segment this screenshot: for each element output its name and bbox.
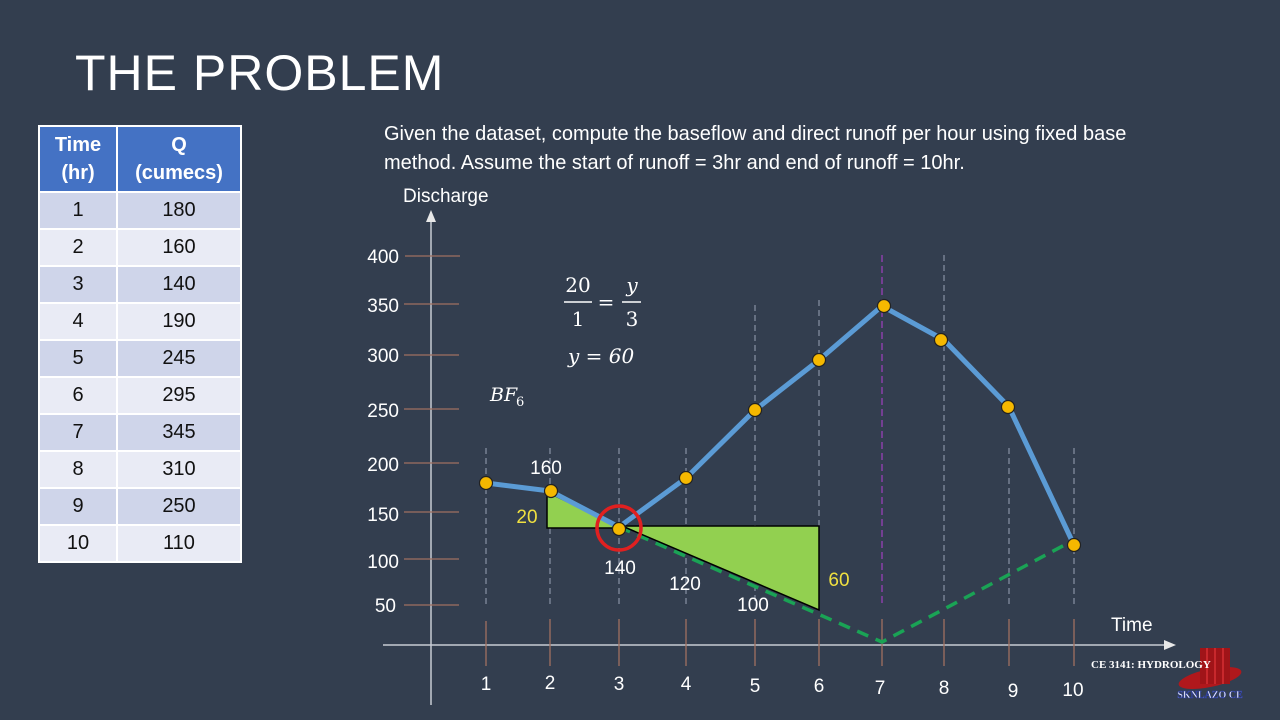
- table-row: 9 250: [38, 487, 242, 526]
- svg-text:400: 400: [367, 247, 399, 268]
- svg-text:350: 350: [367, 296, 399, 317]
- header-q: Q (cumecs): [116, 125, 242, 193]
- cell-time: 4: [38, 302, 118, 341]
- svg-text:150: 150: [367, 505, 399, 526]
- data-table: Time (hr) Q (cumecs) 1 180 2 160 3 140 4 190 5…: [38, 125, 242, 563]
- svg-text:6: 6: [814, 676, 825, 697]
- table-row: 2 160: [38, 228, 242, 267]
- svg-text:=: =: [598, 290, 615, 314]
- cell-q: 245: [116, 339, 242, 378]
- x-tick-labels: 1 2 3 4 5 6 7 8 9 10: [481, 673, 1084, 702]
- cell-time: 1: [38, 191, 118, 230]
- table-row: 1 180: [38, 191, 242, 230]
- svg-text:9: 9: [1008, 681, 1019, 702]
- svg-text:6: 6: [516, 395, 524, 410]
- svg-text:50: 50: [375, 596, 396, 617]
- cell-q: 160: [116, 228, 242, 267]
- cell-q: 110: [116, 524, 242, 563]
- course-footer: CE 3141: HYDROLOGY: [1091, 659, 1211, 671]
- y-axis-arrow-icon: [426, 210, 436, 222]
- cell-time: 10: [38, 524, 118, 563]
- label-60: 60: [828, 570, 849, 591]
- label-160: 160: [530, 458, 562, 479]
- svg-text:100: 100: [367, 552, 399, 573]
- cell-time: 3: [38, 265, 118, 304]
- cell-time: 9: [38, 487, 118, 526]
- cell-time: 5: [38, 339, 118, 378]
- svg-text:3: 3: [614, 674, 625, 695]
- equation-result: y = 60: [567, 344, 634, 368]
- axes: [383, 210, 1176, 705]
- logo-icon: SKNLAZO CE: [1177, 648, 1243, 701]
- svg-text:2: 2: [545, 673, 556, 694]
- svg-text:300: 300: [367, 346, 399, 367]
- table-row: 4 190: [38, 302, 242, 341]
- svg-text:20: 20: [565, 273, 590, 297]
- header-time: Time (hr): [38, 125, 118, 193]
- slide-title: THE PROBLEM: [75, 45, 445, 101]
- cell-q: 140: [116, 265, 242, 304]
- table-row: 6 295: [38, 376, 242, 415]
- svg-text:250: 250: [367, 401, 399, 422]
- svg-text:y: y: [625, 273, 638, 297]
- x-axis-label: Time: [1111, 615, 1153, 636]
- y-ticks: [404, 255, 460, 606]
- label-120: 120: [669, 574, 701, 595]
- y-axis-label: Discharge: [403, 186, 489, 207]
- svg-text:BF: BF: [489, 384, 518, 406]
- table-row: 3 140: [38, 265, 242, 304]
- svg-text:1: 1: [572, 307, 585, 331]
- x-axis-arrow-icon: [1164, 640, 1176, 650]
- svg-text:10: 10: [1062, 680, 1083, 701]
- ratio-equation: 20 1 = y 3 y = 60: [564, 273, 641, 368]
- svg-text:5: 5: [750, 676, 761, 697]
- label-20: 20: [516, 507, 537, 528]
- cell-q: 310: [116, 450, 242, 489]
- svg-text:7: 7: [875, 678, 886, 699]
- svg-text:3: 3: [626, 307, 639, 331]
- cell-q: 345: [116, 413, 242, 452]
- cell-time: 8: [38, 450, 118, 489]
- baseflow-line: [618, 525, 1075, 644]
- triangle-large: [621, 525, 820, 612]
- x-ticks: [485, 619, 1075, 666]
- table-row: 7 345: [38, 413, 242, 452]
- label-140: 140: [604, 558, 636, 579]
- table-row: 5 245: [38, 339, 242, 378]
- table-row: 8 310: [38, 450, 242, 489]
- cell-q: 250: [116, 487, 242, 526]
- label-100: 100: [737, 595, 769, 616]
- start-runoff-highlight: [595, 504, 643, 552]
- cell-q: 295: [116, 376, 242, 415]
- problem-statement: Given the dataset, compute the baseflow …: [384, 123, 1127, 174]
- cell-q: 180: [116, 191, 242, 230]
- svg-text:200: 200: [367, 455, 399, 476]
- data-points: [478, 298, 1082, 553]
- cell-q: 190: [116, 302, 242, 341]
- bf6-label: BF 6: [489, 384, 524, 410]
- table-header-row: Time (hr) Q (cumecs): [38, 125, 242, 193]
- svg-text:4: 4: [681, 674, 692, 695]
- y-tick-labels: 400 350 300 250 200 150 100 50: [367, 247, 399, 617]
- svg-text:1: 1: [481, 674, 492, 695]
- table-row: 10 110: [38, 524, 242, 563]
- svg-text:8: 8: [939, 678, 950, 699]
- cell-time: 2: [38, 228, 118, 267]
- cell-time: 7: [38, 413, 118, 452]
- cell-time: 6: [38, 376, 118, 415]
- svg-text:SKNLAZO CE: SKNLAZO CE: [1177, 690, 1243, 701]
- hydrograph-line: [485, 303, 1077, 547]
